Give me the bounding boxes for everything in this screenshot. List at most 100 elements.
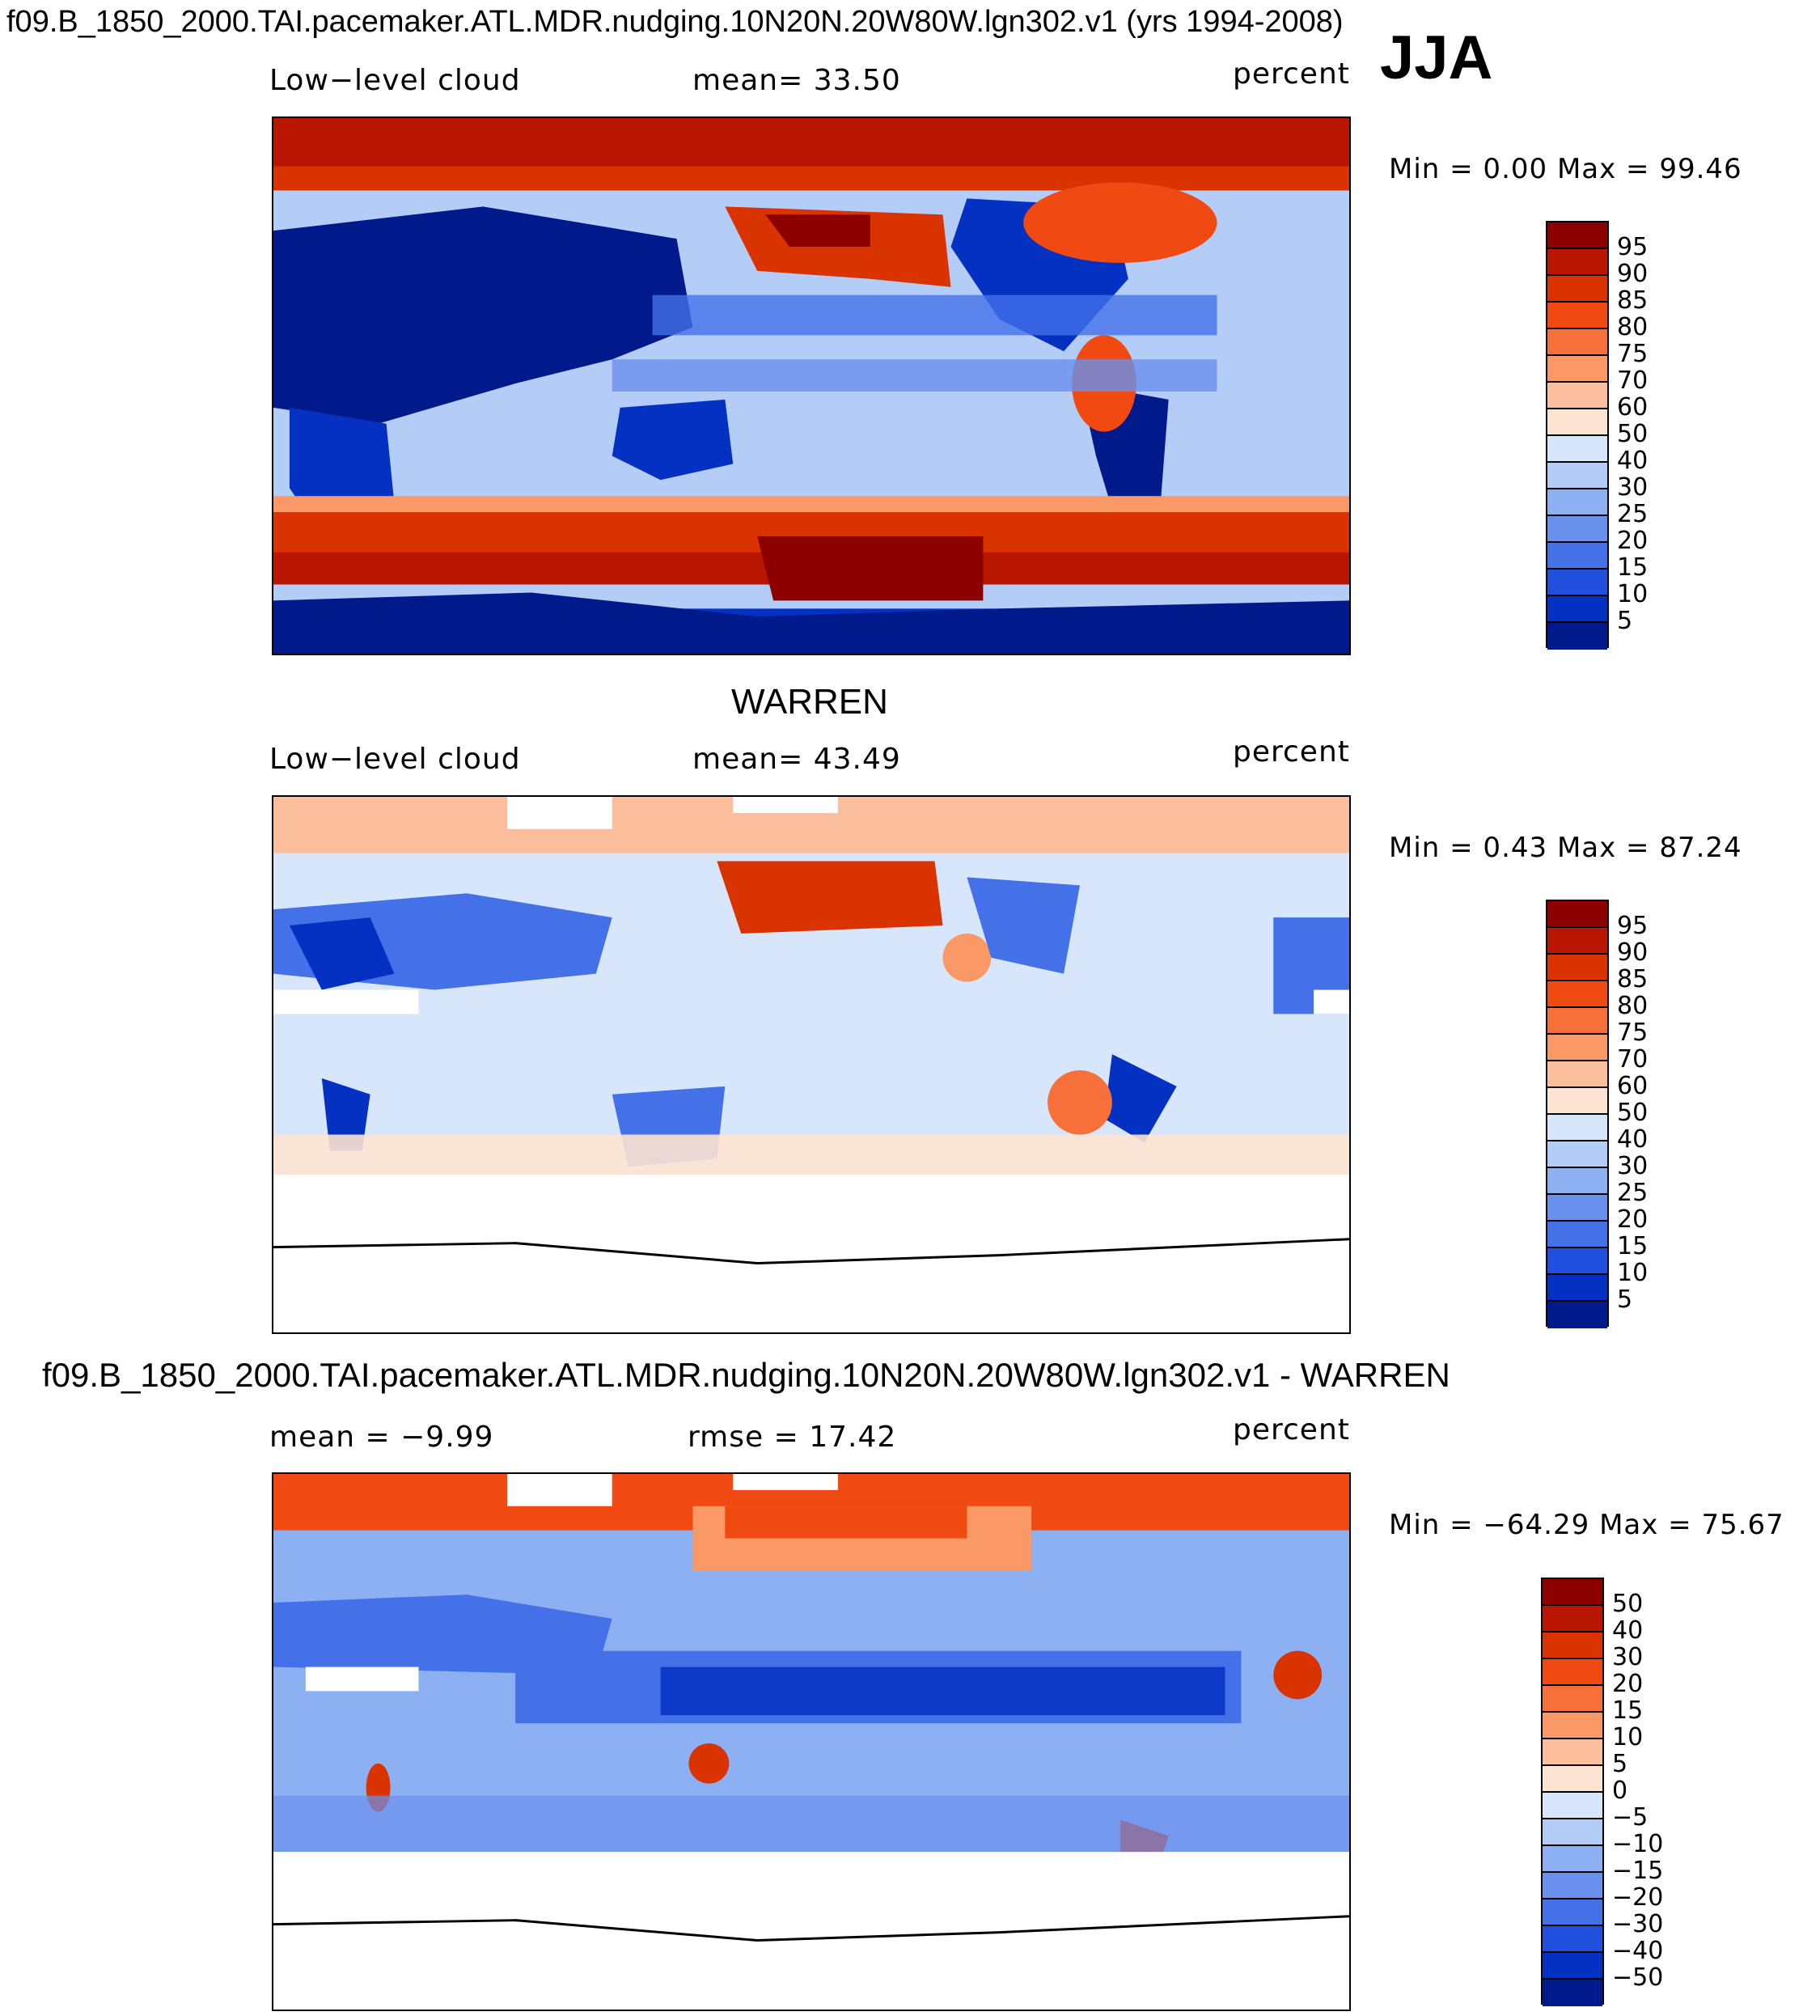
panel3-map-field (273, 1474, 1349, 2010)
colorbar-segment (1547, 489, 1607, 516)
colorbar-tick-label: 85 (1617, 965, 1649, 993)
colorbar-segment (1543, 1980, 1602, 2006)
colorbar-segment (1547, 1275, 1607, 1302)
colorbar-segment (1547, 1035, 1607, 1061)
colorbar-box (1546, 900, 1609, 1328)
colorbar-segment (1547, 981, 1607, 1008)
colorbar-segment (1547, 303, 1607, 329)
colorbar-segment (1543, 1819, 1602, 1846)
panel3-rmse-label: rmse = 17.42 (688, 1421, 897, 1454)
colorbar-tick-label: 80 (1617, 992, 1649, 1020)
panel3-mean-label: mean = −9.99 (269, 1421, 494, 1454)
colorbar-segment (1543, 1926, 1602, 1953)
colorbar-tick-label: −40 (1612, 1937, 1664, 1965)
colorbar-segment (1547, 1222, 1607, 1248)
colorbar-tick-label: −5 (1612, 1803, 1649, 1832)
colorbar-segment (1547, 928, 1607, 955)
colorbar-tick-label: 60 (1617, 1072, 1649, 1100)
colorbar-segment (1547, 570, 1607, 596)
colorbar-segment (1543, 1659, 1602, 1686)
colorbar-segment (1547, 1088, 1607, 1115)
colorbar-tick-label: 25 (1617, 1179, 1649, 1207)
colorbar-tick-label: 85 (1617, 286, 1649, 315)
colorbar-segment (1547, 436, 1607, 463)
colorbar-tick-label: 40 (1617, 447, 1649, 475)
colorbar-tick-label: 15 (1617, 553, 1649, 582)
colorbar-tick-label: 10 (1617, 580, 1649, 608)
panel1-colorbar: 95 90 85 80 75 70 60 50 40 30 25 20 15 10 5 (1546, 221, 1648, 650)
colorbar-segment (1547, 1248, 1607, 1275)
colorbar-segment (1547, 249, 1607, 276)
colorbar-segment (1547, 1061, 1607, 1088)
colorbar-segment (1543, 1766, 1602, 1793)
colorbar-tick-label: 15 (1617, 1232, 1649, 1260)
colorbar-segment (1547, 276, 1607, 303)
colorbar-segment (1543, 1579, 1602, 1606)
season-label: JJA (1380, 23, 1493, 92)
panel1-map (272, 116, 1351, 655)
colorbar-tick-label: 70 (1617, 1045, 1649, 1074)
colorbar-tick-label: −30 (1612, 1910, 1664, 1938)
colorbar-segment (1547, 383, 1607, 409)
panel2-units-label: percent (1233, 735, 1350, 769)
colorbar-tick-label: 5 (1612, 1750, 1628, 1778)
colorbar-segment (1547, 356, 1607, 383)
colorbar-segment (1547, 901, 1607, 928)
colorbar-tick-label: 30 (1617, 1152, 1649, 1180)
colorbar-segment (1543, 1739, 1602, 1766)
colorbar-segment (1547, 623, 1607, 650)
colorbar-tick-label: 5 (1617, 1285, 1633, 1314)
colorbar-segment (1547, 596, 1607, 623)
colorbar-segment (1547, 1195, 1607, 1222)
colorbar-tick-label: 0 (1612, 1777, 1628, 1805)
panel2-map (272, 795, 1351, 1334)
colorbar-segment (1547, 1115, 1607, 1141)
panel1-map-field (273, 118, 1349, 654)
colorbar-tick-label: 90 (1617, 938, 1649, 967)
colorbar-tick-label: 95 (1617, 912, 1649, 940)
colorbar-segment (1543, 1953, 1602, 1980)
panel2-colorbar: 95 90 85 80 75 70 60 50 40 30 25 20 15 10 5 (1546, 900, 1648, 1328)
colorbar-tick-label: 60 (1617, 393, 1649, 421)
colorbar-segment (1547, 1168, 1607, 1195)
panel3-map (272, 1472, 1351, 2011)
figure-title: f09.B_1850_2000.TAI.pacemaker.ATL.MDR.nu… (6, 5, 1344, 39)
colorbar-segment (1543, 1846, 1602, 1873)
panel1-units-label: percent (1233, 57, 1350, 91)
colorbar-tick-label: 50 (1617, 1099, 1649, 1127)
colorbar-segment (1543, 1633, 1602, 1659)
colorbar-segment (1547, 409, 1607, 436)
colorbar-tick-label: −20 (1612, 1883, 1664, 1912)
panel3-units-label: percent (1233, 1413, 1350, 1446)
colorbar-tick-label: 20 (1617, 1205, 1649, 1234)
colorbar-tick-label: 95 (1617, 233, 1649, 261)
colorbar-segment (1547, 955, 1607, 981)
colorbar-tick-label: 80 (1617, 313, 1649, 341)
panel2-title: WARREN (731, 682, 888, 722)
panel3-colorbar: 50 40 30 20 15 10 5 0 −5 −10 −15 −20 −30 −40 −50 (1541, 1578, 1663, 2006)
colorbar-segment (1543, 1900, 1602, 1926)
colorbar-segment (1547, 463, 1607, 489)
panel2-minmax: Min = 0.43 Max = 87.24 (1389, 832, 1742, 864)
panel1-minmax: Min = 0.00 Max = 99.46 (1389, 153, 1742, 185)
colorbar-tick-label: −15 (1612, 1857, 1664, 1885)
colorbar-tick-label: 75 (1617, 1019, 1649, 1047)
colorbar-box (1541, 1578, 1604, 2006)
colorbar-segment (1547, 1008, 1607, 1035)
panel3-minmax: Min = −64.29 Max = 75.67 (1389, 1509, 1784, 1541)
colorbar-segment (1543, 1793, 1602, 1819)
colorbar-tick-label: 40 (1617, 1125, 1649, 1154)
colorbar-tick-label: −50 (1612, 1963, 1664, 1992)
panel1-variable-label: Low−level cloud (269, 64, 521, 97)
colorbar-segment (1543, 1606, 1602, 1633)
colorbar-segment (1543, 1713, 1602, 1739)
panel3-title: f09.B_1850_2000.TAI.pacemaker.ATL.MDR.nu… (42, 1356, 1450, 1394)
colorbar-segment (1547, 543, 1607, 570)
colorbar-segment (1547, 1302, 1607, 1328)
colorbar-tick-label: 15 (1612, 1696, 1644, 1725)
colorbar-tick-label: 10 (1612, 1723, 1644, 1751)
colorbar-tick-label: 90 (1617, 260, 1649, 288)
colorbar-tick-label: 40 (1612, 1616, 1644, 1645)
colorbar-tick-label: 70 (1617, 366, 1649, 395)
colorbar-tick-label: 50 (1617, 420, 1649, 448)
